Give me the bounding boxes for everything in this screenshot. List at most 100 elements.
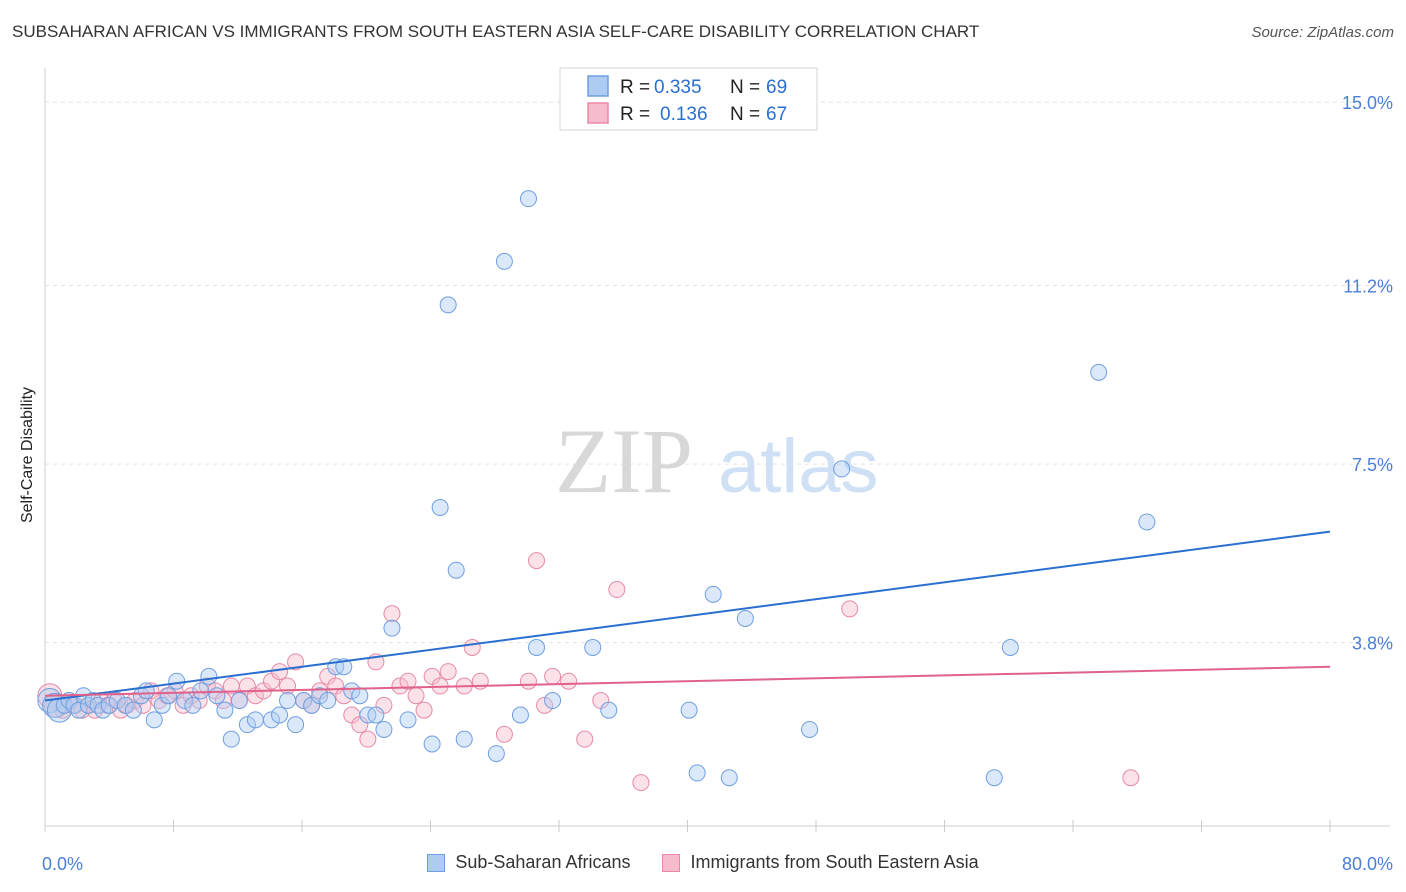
pink-point-61 — [560, 672, 578, 690]
legend-swatch-blue — [587, 75, 609, 97]
blue-point-30 — [238, 716, 256, 734]
pink-point-67 — [1122, 769, 1140, 787]
blue-point-27 — [216, 701, 234, 719]
x-tick-label-0: 0.0% — [42, 854, 83, 874]
legend-r-value-pink: 0.136 — [660, 104, 708, 125]
blue-point-31 — [246, 711, 264, 729]
blue-point-65 — [720, 769, 738, 787]
blue-point-35 — [287, 716, 305, 734]
legend-n-label-pink: N = — [730, 104, 760, 125]
blue-point-34 — [279, 692, 297, 710]
blue-point-55 — [495, 252, 513, 270]
blue-point-17 — [137, 682, 155, 700]
y-tick-label-2: 11.2% — [1343, 277, 1393, 297]
pink-point-31 — [271, 663, 289, 681]
legend-r-value-blue: 0.335 — [654, 77, 702, 98]
blue-point-20 — [160, 687, 178, 705]
blue-point-67 — [801, 720, 819, 738]
legend-bottom: Sub-Saharan Africans Immigrants from Sou… — [0, 852, 1406, 873]
blue-point-63 — [688, 764, 706, 782]
blue-point-19 — [153, 696, 171, 714]
blue-point-13 — [108, 692, 126, 710]
blue-point-58 — [528, 638, 546, 656]
blue-point-62 — [680, 701, 698, 719]
blue-point-43 — [351, 687, 369, 705]
blue-point-61 — [600, 701, 618, 719]
x-tick-label-1: 80.0% — [1342, 854, 1393, 874]
legend-n-value-pink: 67 — [766, 104, 787, 125]
blue-point-49 — [423, 735, 441, 753]
legend-item-subsaharan: Sub-Saharan Africans — [427, 852, 630, 873]
blue-point-26 — [208, 687, 226, 705]
legend-label-seasia: Immigrants from South Eastern Asia — [690, 852, 979, 872]
legend-label-subsaharan: Sub-Saharan Africans — [455, 852, 631, 872]
blue-point-56 — [511, 706, 529, 724]
blue-point-42 — [343, 682, 361, 700]
y-tick-labels: 3.8% 7.5% 11.2% 15.0% — [1342, 93, 1393, 653]
blue-point-50 — [431, 498, 449, 516]
pink-point-47 — [399, 672, 417, 690]
blue-point-52 — [447, 561, 465, 579]
watermark-atlas: atlas — [718, 424, 879, 509]
grid-lines — [45, 101, 1390, 644]
blue-point-59 — [544, 692, 562, 710]
pink-point-66 — [841, 600, 859, 618]
blue-point-54 — [487, 745, 505, 763]
blue-point-21 — [168, 672, 186, 690]
legend-swatch-seasia — [662, 853, 681, 872]
blue-point-29 — [230, 692, 248, 710]
legend-n-value-blue: 69 — [766, 77, 787, 98]
pink-point-62 — [576, 730, 594, 748]
y-tick-label-3: 15.0% — [1342, 93, 1393, 113]
blue-point-60 — [584, 638, 602, 656]
pink-point-52 — [439, 663, 457, 681]
pink-point-56 — [495, 725, 513, 743]
legend-swatch-pink — [587, 102, 609, 124]
legend-r-label-pink: R = — [620, 104, 650, 125]
pink-point-59 — [536, 696, 554, 714]
blue-point-14 — [116, 696, 134, 714]
blue-point-23 — [184, 696, 202, 714]
blue-point-38 — [311, 687, 329, 705]
blue-point-15 — [124, 701, 142, 719]
pink-point-49 — [415, 701, 433, 719]
blue-point-68 — [833, 460, 851, 478]
blue-point-25 — [200, 667, 218, 685]
watermark-zip: ZIP — [555, 410, 693, 512]
pink-point-48 — [407, 687, 425, 705]
chart-title: SUBSAHARAN AFRICAN VS IMMIGRANTS FROM SO… — [12, 22, 980, 41]
pink-point-32 — [279, 677, 297, 695]
pink-point-57 — [519, 672, 537, 690]
pink-point-42 — [359, 730, 377, 748]
pink-point-58 — [528, 552, 546, 570]
blue-trend-line — [44, 530, 1331, 702]
pink-point-65 — [632, 774, 650, 792]
blue-point-66 — [736, 609, 754, 627]
pink-point-60 — [544, 667, 562, 685]
blue-point-71 — [1090, 363, 1108, 381]
blue-point-72 — [1138, 513, 1156, 531]
blue-point-39 — [319, 692, 337, 710]
blue-point-47 — [383, 619, 401, 637]
blue-point-18 — [145, 711, 163, 729]
source-label: Source: ZipAtlas.com — [1251, 24, 1394, 41]
pink-point-64 — [608, 581, 626, 599]
blue-point-64 — [704, 585, 722, 603]
blue-point-33 — [271, 706, 289, 724]
blue-point-28 — [222, 730, 240, 748]
legend-top: R = 0.335 N = 69 R = 0.136 N = 67 — [559, 67, 818, 131]
legend-r-label-blue: R = — [620, 77, 650, 98]
blue-point-57 — [519, 190, 537, 208]
pink-point-33 — [287, 653, 305, 671]
pink-point-54 — [463, 638, 481, 656]
blue-point-70 — [1001, 638, 1019, 656]
pink-point-45 — [383, 605, 401, 623]
blue-point-51 — [439, 296, 457, 314]
pink-point-46 — [391, 677, 409, 695]
legend-n-label-blue: N = — [730, 77, 760, 98]
pink-trend-line — [44, 665, 1331, 697]
legend-swatch-subsaharan — [427, 853, 446, 872]
blue-point-36 — [295, 692, 313, 710]
blue-point-32 — [262, 711, 280, 729]
